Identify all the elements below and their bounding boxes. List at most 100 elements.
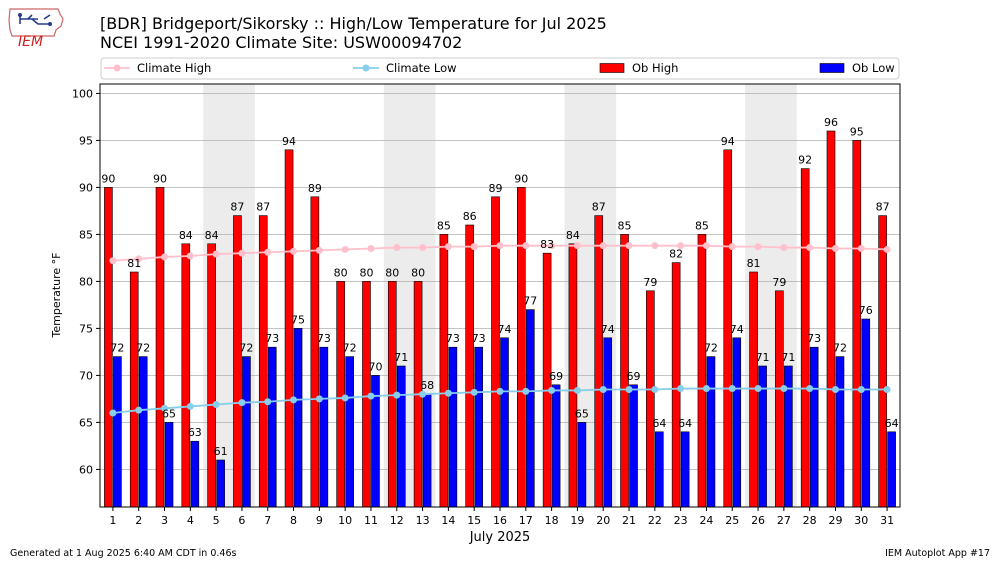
climate-high-point	[135, 255, 143, 263]
legend-marker	[362, 64, 370, 72]
x-axis: 1 2 3 4 5 6 7 8 9 10 11 12 13 14 15 16 17 18 19 20 21 22 23 24 2…	[109, 507, 894, 527]
low-bar	[190, 440, 200, 508]
climate-lines	[109, 242, 891, 417]
low-value-label: 75	[291, 313, 305, 326]
high-bar	[439, 234, 449, 508]
low-bar	[551, 384, 561, 508]
climate-low-point	[161, 404, 169, 412]
low-value-label: 64	[652, 417, 666, 430]
high-bar	[517, 187, 526, 508]
high-bar	[129, 271, 139, 508]
legend-label: Climate High	[137, 61, 211, 75]
low-value-label: 64	[885, 417, 899, 430]
high-bar	[852, 140, 862, 508]
low-value-label: 77	[523, 295, 537, 308]
y-tick-label: 80	[79, 275, 93, 288]
high-value-label: 86	[463, 210, 477, 223]
iem-logo: IEM	[6, 6, 66, 50]
low-bar	[809, 346, 819, 508]
iowa-map-icon: IEM	[8, 8, 64, 50]
high-bar	[697, 234, 707, 508]
low-value-label: 68	[420, 379, 434, 392]
low-value-label: 70	[368, 360, 382, 373]
low-value-label: 61	[214, 445, 228, 458]
bars	[104, 130, 896, 508]
climate-low-point	[290, 396, 298, 404]
climate-low-point	[470, 388, 478, 396]
climate-high-point	[831, 245, 839, 252]
low-value-label: 72	[343, 342, 357, 355]
low-value-label: 65	[575, 407, 589, 420]
x-tick-label: 12	[390, 514, 404, 527]
x-tick-label: 19	[570, 514, 584, 527]
high-value-label: 81	[127, 257, 141, 270]
climate-low-point	[754, 385, 762, 393]
high-value-label: 80	[385, 266, 399, 279]
x-tick-label: 10	[338, 514, 352, 527]
low-bar	[887, 431, 896, 508]
y-tick-label: 85	[79, 228, 93, 241]
high-value-label: 87	[256, 201, 270, 214]
low-value-label: 74	[601, 323, 615, 336]
climate-low-point	[780, 385, 788, 393]
climate-high-point	[212, 250, 220, 258]
legend-swatch	[819, 63, 845, 73]
climate-high-point	[806, 244, 814, 252]
low-bar	[603, 337, 613, 508]
x-tick-label: 4	[187, 514, 194, 527]
low-bar	[706, 356, 716, 508]
high-value-label: 79	[643, 276, 657, 289]
climate-low-point	[677, 385, 685, 393]
climate-high-point	[444, 243, 452, 251]
x-tick-label: 20	[596, 514, 610, 527]
high-value-label: 79	[772, 276, 786, 289]
climate-high-point	[573, 242, 581, 250]
high-value-label: 90	[101, 172, 115, 185]
high-value-label: 90	[514, 172, 528, 185]
low-value-label: 65	[162, 407, 176, 420]
climate-low-point	[883, 386, 891, 393]
high-value-label: 87	[592, 201, 606, 214]
high-value-label: 84	[566, 229, 580, 242]
climate-high-point	[496, 242, 504, 250]
high-value-label: 85	[437, 219, 451, 232]
climate-high-point	[341, 245, 349, 253]
x-tick-label: 7	[264, 514, 271, 527]
climate-high-point	[702, 242, 710, 250]
low-bar	[500, 337, 509, 508]
climate-high-point	[857, 245, 865, 252]
low-bar	[629, 384, 638, 508]
low-value-label: 73	[265, 332, 279, 345]
y-tick-label: 60	[79, 463, 93, 476]
high-bar	[775, 290, 784, 508]
high-value-label: 85	[618, 219, 632, 232]
high-bar	[594, 215, 604, 508]
climate-high-point	[109, 257, 117, 265]
low-bar	[448, 346, 458, 508]
high-value-label: 80	[411, 266, 425, 279]
high-bar	[568, 243, 578, 508]
low-value-label: 72	[239, 342, 253, 355]
high-bar	[646, 290, 655, 508]
climate-high-point	[290, 247, 298, 255]
high-value-label: 94	[721, 135, 735, 148]
chart-subtitle: NCEI 1991-2020 Climate Site: USW00094702	[100, 33, 463, 52]
high-bar	[284, 149, 294, 508]
x-tick-label: 29	[828, 514, 842, 527]
low-bar	[242, 356, 251, 508]
legend-marker	[113, 64, 121, 72]
high-bar	[155, 187, 165, 508]
y-tick-label: 95	[79, 134, 93, 147]
high-value-label: 83	[540, 238, 554, 251]
y-axis: 60 65 70 75 80 85 90 95 100	[72, 87, 100, 476]
high-bar	[233, 215, 242, 508]
y-axis-label: Temperature °F	[50, 252, 63, 338]
legend-label: Ob Low	[852, 61, 895, 75]
high-value-label: 81	[747, 257, 761, 270]
climate-high-point	[393, 244, 401, 252]
climate-high-point	[754, 243, 762, 251]
low-bar	[861, 318, 871, 508]
low-bar	[164, 422, 174, 508]
high-value-label: 84	[205, 229, 219, 242]
